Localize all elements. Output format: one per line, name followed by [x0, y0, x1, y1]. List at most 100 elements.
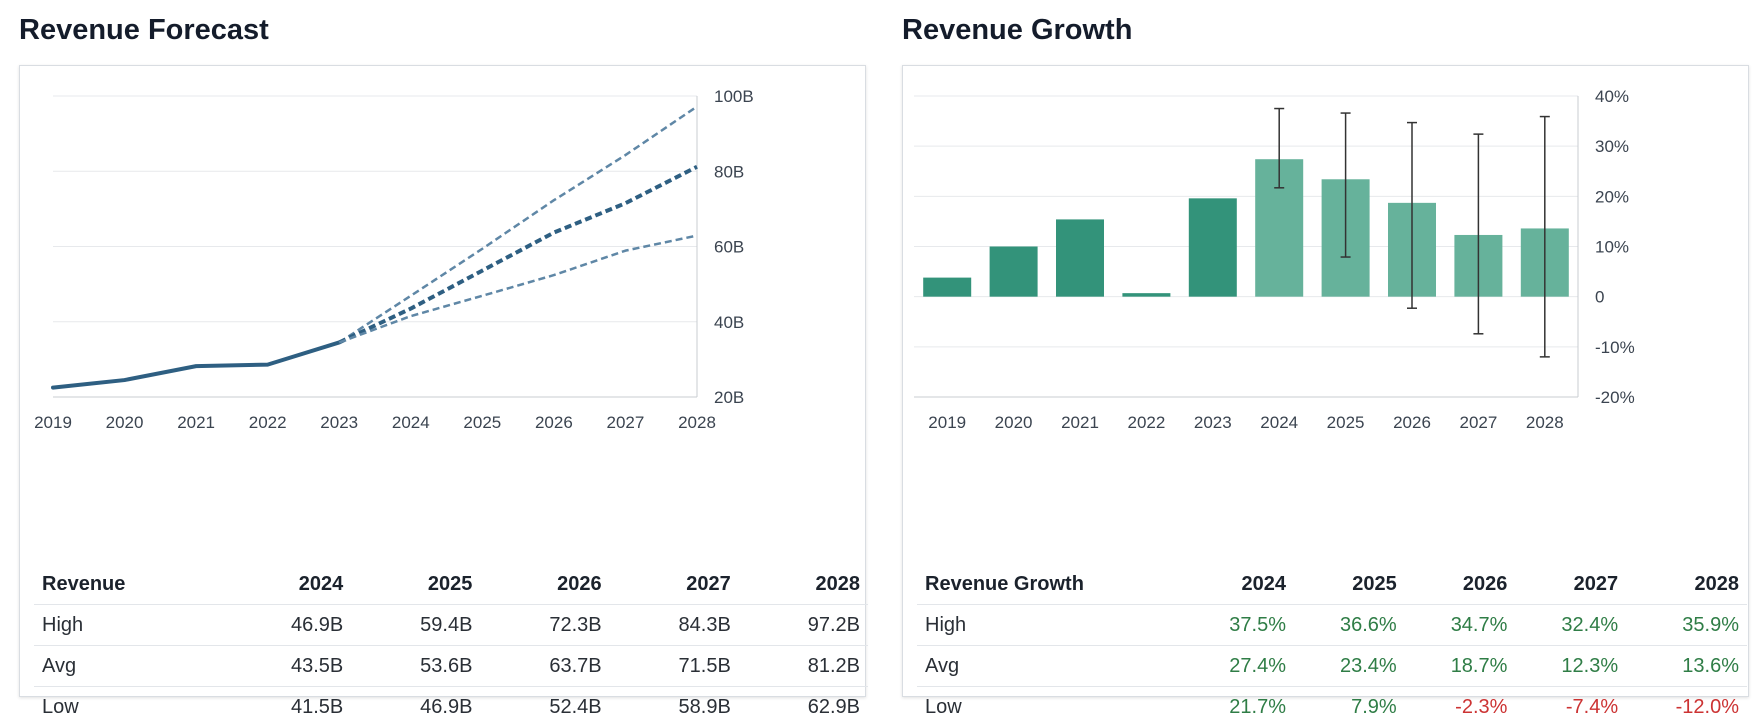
table-cell: 63.7B [480, 646, 609, 687]
series-line-high [339, 107, 697, 343]
table-cell: 36.6% [1294, 605, 1405, 646]
bar [923, 278, 971, 297]
y-tick-label: 10% [1595, 238, 1629, 257]
row-label: Low [34, 687, 222, 727]
bar [1056, 219, 1104, 296]
forecast-row-low: Low 41.5B 46.9B 52.4B 58.9B 62.9B [34, 687, 868, 727]
table-cell: 21.7% [1183, 687, 1294, 727]
growth-table-header-label: Revenue Growth [917, 564, 1183, 605]
series-line-actual [53, 342, 339, 387]
x-tick-label: 2026 [535, 413, 573, 432]
y-tick-label: 20B [714, 388, 744, 407]
y-tick-label: -20% [1595, 388, 1635, 407]
table-cell: 34.7% [1405, 605, 1516, 646]
x-tick-label: 2028 [1526, 413, 1564, 432]
growth-row-avg: Avg 27.4% 23.4% 18.7% 12.3% 13.6% [917, 646, 1747, 687]
x-tick-label: 2022 [1127, 413, 1165, 432]
x-tick-label: 2019 [34, 413, 72, 432]
bar [1122, 293, 1170, 297]
x-tick-label: 2025 [1327, 413, 1365, 432]
y-tick-label: 20% [1595, 187, 1629, 206]
forecast-title: Revenue Forecast [19, 14, 269, 47]
growth-title: Revenue Growth [902, 14, 1132, 47]
table-cell: 58.9B [610, 687, 739, 727]
growth-table-header: Revenue Growth 2024 2025 2026 2027 2028 [917, 564, 1747, 605]
row-label: Avg [34, 646, 222, 687]
series-line-avg [339, 167, 697, 343]
y-tick-label: 30% [1595, 137, 1629, 156]
y-tick-label: 0 [1595, 288, 1604, 307]
row-label: High [34, 605, 222, 646]
table-cell: 12.3% [1515, 646, 1626, 687]
growth-year-header: 2027 [1515, 564, 1626, 605]
y-tick-label: 100B [714, 87, 754, 106]
forecast-year-header: 2026 [480, 564, 609, 605]
table-cell: 7.9% [1294, 687, 1405, 727]
x-tick-label: 2024 [1260, 413, 1298, 432]
forecast-table-header-label: Revenue [34, 564, 222, 605]
forecast-year-header: 2028 [739, 564, 868, 605]
table-cell: 43.5B [222, 646, 351, 687]
forecast-year-header: 2025 [351, 564, 480, 605]
table-cell: 84.3B [610, 605, 739, 646]
growth-table: Revenue Growth 2024 2025 2026 2027 2028 … [917, 564, 1747, 727]
table-cell: 81.2B [739, 646, 868, 687]
x-tick-label: 2020 [106, 413, 144, 432]
forecast-chart: 20B 40B 60B 80B 100B 2019 2020 2021 2022 2023 2024… [20, 66, 867, 486]
x-tick-label: 2020 [995, 413, 1033, 432]
row-label: Avg [917, 646, 1183, 687]
row-label: Low [917, 687, 1183, 727]
table-cell: 59.4B [351, 605, 480, 646]
forecast-card: 20B 40B 60B 80B 100B 2019 2020 2021 2022 2023 2024… [19, 65, 866, 697]
growth-year-header: 2028 [1626, 564, 1747, 605]
table-cell: 37.5% [1183, 605, 1294, 646]
table-cell: 23.4% [1294, 646, 1405, 687]
forecast-row-high: High 46.9B 59.4B 72.3B 84.3B 97.2B [34, 605, 868, 646]
x-tick-label: 2026 [1393, 413, 1431, 432]
x-tick-label: 2021 [1061, 413, 1099, 432]
table-cell: 46.9B [351, 687, 480, 727]
x-tick-label: 2027 [1459, 413, 1497, 432]
table-cell: -12.0% [1626, 687, 1747, 727]
table-cell: 13.6% [1626, 646, 1747, 687]
x-tick-label: 2019 [928, 413, 966, 432]
table-cell: 71.5B [610, 646, 739, 687]
growth-year-header: 2024 [1183, 564, 1294, 605]
table-cell: 18.7% [1405, 646, 1516, 687]
growth-year-header: 2026 [1405, 564, 1516, 605]
growth-row-high: High 37.5% 36.6% 34.7% 32.4% 35.9% [917, 605, 1747, 646]
y-tick-label: 80B [714, 162, 744, 181]
x-tick-label: 2027 [607, 413, 645, 432]
table-cell: 52.4B [480, 687, 609, 727]
table-cell: 46.9B [222, 605, 351, 646]
x-tick-label: 2028 [678, 413, 716, 432]
row-label: High [917, 605, 1183, 646]
table-cell: 35.9% [1626, 605, 1747, 646]
forecast-year-header: 2024 [222, 564, 351, 605]
table-cell: -7.4% [1515, 687, 1626, 727]
table-cell: 32.4% [1515, 605, 1626, 646]
x-tick-label: 2022 [249, 413, 287, 432]
bar [1189, 198, 1237, 296]
table-cell: 62.9B [739, 687, 868, 727]
table-cell: -2.3% [1405, 687, 1516, 727]
y-tick-label: -10% [1595, 338, 1635, 357]
growth-row-low: Low 21.7% 7.9% -2.3% -7.4% -12.0% [917, 687, 1747, 727]
table-cell: 27.4% [1183, 646, 1294, 687]
table-cell: 53.6B [351, 646, 480, 687]
y-tick-label: 60B [714, 238, 744, 257]
x-tick-label: 2024 [392, 413, 430, 432]
table-cell: 97.2B [739, 605, 868, 646]
forecast-table-header: Revenue 2024 2025 2026 2027 2028 [34, 564, 868, 605]
x-tick-label: 2023 [1194, 413, 1232, 432]
forecast-year-header: 2027 [610, 564, 739, 605]
x-tick-label: 2021 [177, 413, 215, 432]
forecast-table: Revenue 2024 2025 2026 2027 2028 High 46… [34, 564, 868, 727]
table-cell: 72.3B [480, 605, 609, 646]
x-tick-label: 2023 [320, 413, 358, 432]
bar [990, 247, 1038, 297]
growth-year-header: 2025 [1294, 564, 1405, 605]
y-tick-label: 40B [714, 313, 744, 332]
